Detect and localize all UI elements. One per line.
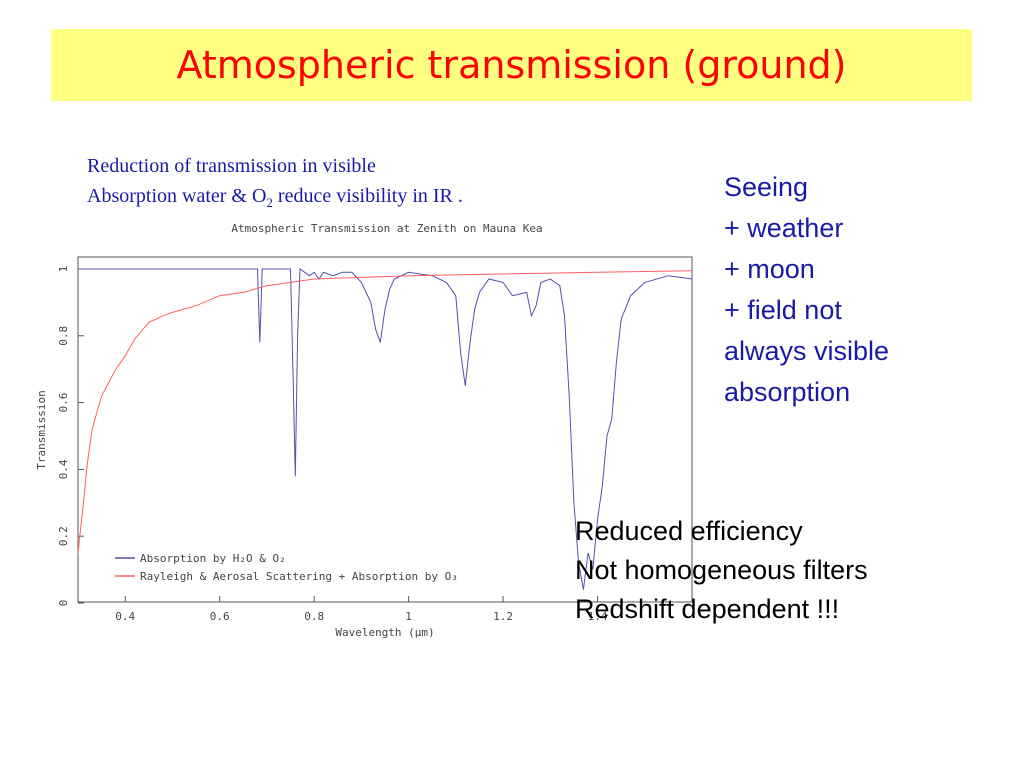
slide-title: Atmospheric transmission (ground)	[176, 43, 847, 87]
absorption-series-line	[78, 268, 693, 590]
legend-label-scattering: Rayleigh & Aerosal Scattering + Absorpti…	[140, 570, 458, 583]
caption-line-2-subscript: 2	[266, 195, 273, 210]
x-tick-label: 0.8	[304, 610, 324, 623]
y-axis-label: Transmission	[35, 390, 48, 469]
caption-line-1: Reduction of transmission in visible	[87, 155, 376, 177]
plot-frame	[77, 256, 693, 603]
note-blue-2: + weather	[724, 213, 844, 243]
y-tick-label: 0	[57, 600, 70, 607]
x-tick-label: 0.6	[210, 610, 230, 623]
note-blue-1: Seeing	[724, 172, 809, 202]
caption-line-2-start: Absorption water & O	[87, 185, 267, 207]
series-layer	[77, 268, 693, 590]
y-tick-label: 0.4	[57, 459, 70, 479]
legend-label-absorption: Absorption by H₂O & O₂	[140, 552, 286, 565]
x-tick-label: 1.2	[493, 610, 513, 623]
y-tick-label: 0.6	[57, 393, 70, 413]
y-axis: 0 0.2 0.4 0.6 0.8 1	[57, 266, 84, 607]
caption-line-2: Absorption water & O2 reduce visibility …	[87, 181, 463, 218]
note-black-3: Redshift dependent !!!	[575, 594, 840, 624]
y-tick-label: 1	[57, 266, 70, 273]
note-blue-3: + moon	[724, 254, 815, 284]
notes-blue-list: Seeing + weather + moon + field not alwa…	[724, 167, 889, 413]
y-tick-label: 0.8	[57, 326, 70, 346]
x-axis: 0.4 0.6 0.8 1 1.2 1.4	[115, 596, 608, 623]
note-black-2: Not homogeneous filters	[575, 555, 868, 585]
note-blue-6: absorption	[724, 377, 851, 407]
notes-black-list: Reduced efficiency Not homogeneous filte…	[575, 512, 868, 629]
note-black-1: Reduced efficiency	[575, 516, 803, 546]
x-axis-label: Wavelength (μm)	[335, 626, 434, 639]
chart-legend: Absorption by H₂O & O₂ Rayleigh & Aerosa…	[115, 552, 458, 583]
x-tick-label: 0.4	[115, 610, 135, 623]
note-blue-4: + field not	[724, 295, 842, 325]
chart-caption: Reduction of transmission in visible Abs…	[87, 151, 463, 218]
y-tick-label: 0.2	[57, 526, 70, 546]
chart-title: Atmospheric Transmission at Zenith on Ma…	[231, 222, 542, 235]
note-blue-5: always visible	[724, 336, 890, 366]
x-tick-label: 1.4	[588, 610, 608, 623]
caption-line-2-end: reduce visibility in IR .	[272, 185, 463, 207]
x-tick-label: 1	[405, 610, 412, 623]
title-bar: Atmospheric transmission (ground)	[51, 29, 972, 101]
scattering-series-line	[77, 270, 693, 553]
